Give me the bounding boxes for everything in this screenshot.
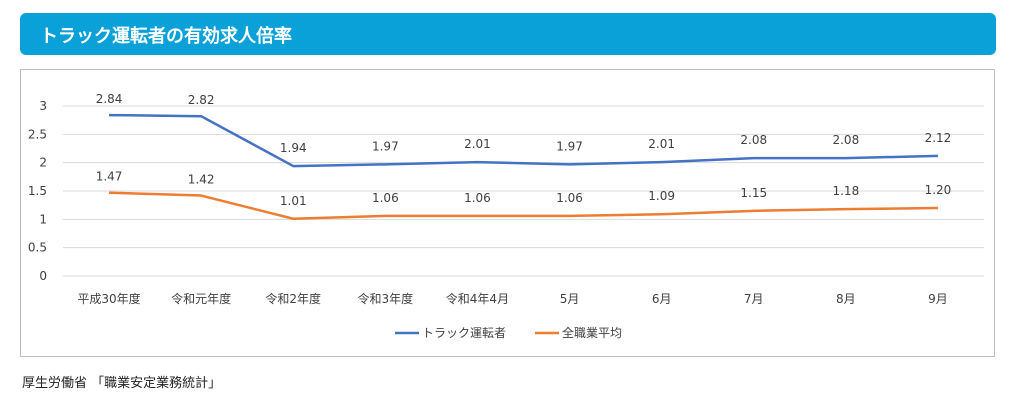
- x-tick-label: 6月: [652, 292, 672, 306]
- data-label: 1.06: [464, 191, 491, 205]
- y-tick-label: 0.5: [28, 241, 47, 255]
- x-tick-label: 7月: [744, 292, 764, 306]
- data-label: 1.01: [280, 194, 307, 208]
- x-tick-label: 5月: [560, 292, 580, 306]
- line-chart: 0 0.5 1 1.5 2 2.5 3 平成30年度 令和元年度 令和2年度 令和3年度 令和4年4月…: [28, 92, 984, 340]
- data-label: 1.94: [280, 141, 307, 155]
- data-label: 1.20: [925, 183, 952, 197]
- data-label: 2.84: [96, 92, 123, 106]
- title-banner: トラック運転者の有効求人倍率: [20, 13, 996, 55]
- data-label: 1.15: [740, 186, 767, 200]
- data-label: 1.97: [372, 139, 399, 153]
- data-label: 2.08: [740, 133, 767, 147]
- y-tick-label: 1: [39, 212, 47, 226]
- y-tick-label: 1.5: [28, 184, 47, 198]
- x-tick-label: 8月: [836, 292, 856, 306]
- data-label: 2.01: [464, 137, 491, 151]
- y-tick-label: 2: [39, 156, 47, 170]
- y-tick-label: 2.5: [28, 127, 47, 141]
- source-note: 厚生労働省 「職業安定業務統計」: [22, 376, 222, 391]
- data-label: 1.97: [556, 139, 583, 153]
- chart-frame: 0 0.5 1 1.5 2 2.5 3 平成30年度 令和元年度 令和2年度 令和3年度 令和4年4月…: [20, 69, 995, 357]
- data-label: 1.06: [556, 191, 583, 205]
- page-title: トラック運転者の有効求人倍率: [40, 26, 292, 47]
- legend-label: トラック運転者: [422, 326, 506, 340]
- data-label: 1.09: [648, 189, 675, 203]
- legend-label: 全職業平均: [562, 325, 622, 340]
- x-tick-label: 9月: [928, 292, 948, 306]
- data-label: 1.18: [832, 184, 859, 198]
- data-label: 2.12: [925, 131, 952, 145]
- data-label: 2.01: [648, 137, 675, 151]
- x-tick-label: 令和3年度: [358, 291, 414, 306]
- x-tick-label: 令和4年4月: [446, 291, 509, 306]
- x-tick-label: 令和元年度: [171, 291, 231, 306]
- data-label: 2.08: [832, 133, 859, 147]
- series-line: [109, 113, 938, 168]
- series-line: [109, 191, 938, 221]
- x-tick-label: 令和2年度: [265, 291, 321, 306]
- data-label: 1.06: [372, 191, 399, 205]
- y-tick-label: 3: [39, 99, 47, 113]
- x-tick-label: 平成30年度: [77, 291, 140, 306]
- y-tick-label: 0: [39, 269, 47, 283]
- data-label: 1.42: [188, 173, 215, 187]
- data-label: 1.47: [96, 170, 123, 184]
- data-label: 2.82: [188, 93, 215, 107]
